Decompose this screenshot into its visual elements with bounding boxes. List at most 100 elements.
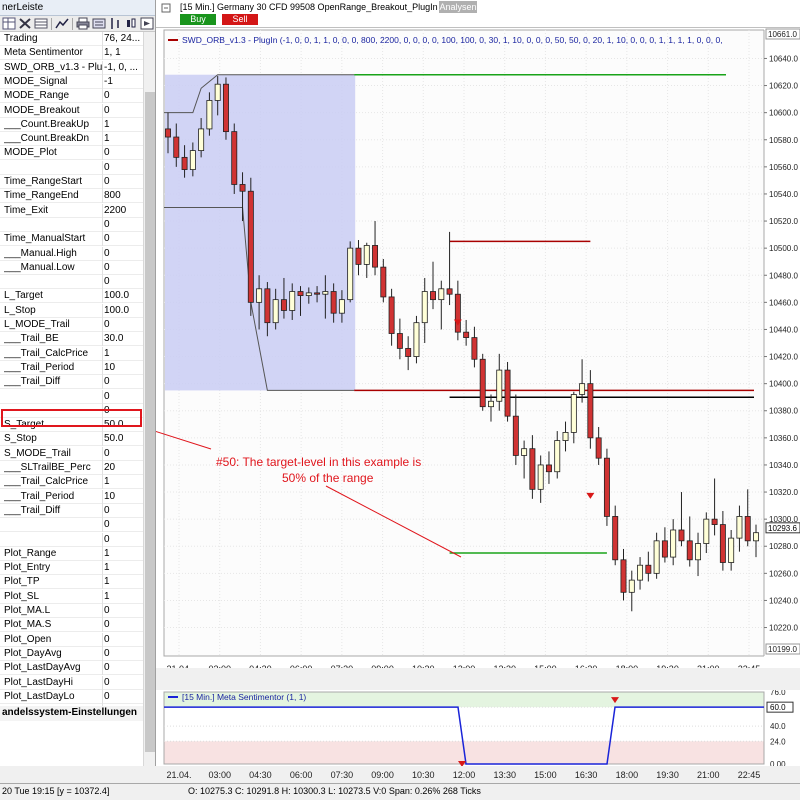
property-value[interactable]: 0: [104, 261, 110, 273]
property-value[interactable]: 0: [104, 504, 110, 516]
property-value[interactable]: 0: [104, 619, 110, 631]
property-value[interactable]: 0: [104, 276, 110, 288]
pin-icon[interactable]: [161, 3, 171, 13]
property-value[interactable]: 0: [104, 690, 110, 702]
property-value[interactable]: 0: [104, 662, 110, 674]
property-row[interactable]: L_Target 100.0: [0, 289, 143, 304]
property-value[interactable]: 0: [104, 161, 110, 173]
property-value[interactable]: -1: [104, 75, 113, 87]
candle-body[interactable]: [421, 291, 428, 324]
property-value[interactable]: 0: [104, 647, 110, 659]
candle-body[interactable]: [430, 291, 436, 301]
candle-body[interactable]: [438, 288, 445, 301]
property-value[interactable]: 10: [104, 490, 116, 502]
property-row[interactable]: SWD_ORB_v1.3 - Plu... -1, 0, ...: [0, 60, 143, 75]
property-value[interactable]: 1: [104, 347, 110, 359]
property-row[interactable]: Plot_Entry 1: [0, 561, 143, 576]
candle-body[interactable]: [620, 559, 627, 593]
property-row[interactable]: Meta Sentimentor 1, 1: [0, 46, 143, 61]
candle-body[interactable]: [711, 518, 718, 525]
candle-body[interactable]: [289, 291, 296, 311]
property-value[interactable]: 0: [104, 233, 110, 245]
property-row[interactable]: ___SLTrailBE_Perc 20: [0, 461, 143, 475]
candle-body[interactable]: [645, 564, 652, 574]
candle-body[interactable]: [280, 299, 287, 311]
candle-body[interactable]: [512, 415, 519, 456]
property-row[interactable]: L_Stop 100.0: [0, 303, 143, 318]
property-row[interactable]: Plot_LastDayHi 0: [0, 675, 143, 690]
candle-body[interactable]: [545, 464, 552, 473]
candle-body[interactable]: [272, 299, 279, 324]
candle-body[interactable]: [372, 245, 379, 268]
candle-body[interactable]: [256, 288, 263, 303]
property-value[interactable]: 20: [104, 462, 116, 473]
table-icon[interactable]: [34, 17, 48, 30]
candle-body[interactable]: [314, 292, 321, 295]
property-row[interactable]: 0: [0, 389, 143, 404]
candle-body[interactable]: [661, 540, 668, 558]
candle-body[interactable]: [388, 296, 395, 334]
candle-body[interactable]: [753, 532, 759, 542]
candle-body[interactable]: [214, 83, 221, 101]
chart-grid-icon[interactable]: [2, 17, 16, 30]
property-value[interactable]: 1: [104, 133, 110, 145]
candle-body[interactable]: [380, 266, 387, 298]
property-row[interactable]: 0: [0, 160, 143, 175]
property-value[interactable]: 0: [104, 533, 110, 545]
candle-body[interactable]: [347, 247, 354, 301]
candle-body[interactable]: [446, 288, 453, 295]
property-row[interactable]: ___Count.BreakDn 1: [0, 132, 143, 147]
property-row[interactable]: ___Manual.Low 0: [0, 260, 143, 275]
candle-body[interactable]: [471, 337, 478, 360]
candle-body[interactable]: [703, 518, 710, 544]
candle-body[interactable]: [396, 333, 403, 349]
close-icon[interactable]: [18, 17, 32, 30]
property-row[interactable]: L_MODE_Trail 0: [0, 318, 143, 332]
property-row[interactable]: ___Trail_BE 30.0: [0, 332, 143, 347]
property-value[interactable]: 0: [104, 633, 110, 645]
property-value[interactable]: 0: [104, 319, 110, 330]
candle-body[interactable]: [504, 369, 511, 417]
property-value[interactable]: -1, 0, ...: [104, 61, 138, 73]
candle-body[interactable]: [247, 190, 254, 303]
property-row[interactable]: Time_RangeStart 0: [0, 175, 143, 189]
property-value[interactable]: 1: [104, 562, 110, 574]
candle-icon[interactable]: [124, 17, 138, 30]
property-row[interactable]: MODE_Range 0: [0, 89, 143, 104]
candle-body[interactable]: [463, 331, 470, 338]
property-row[interactable]: ___Count.BreakUp 1: [0, 117, 143, 132]
property-value[interactable]: 50.0: [104, 433, 124, 445]
candle-body[interactable]: [678, 529, 685, 542]
property-value[interactable]: 10: [104, 361, 116, 373]
candle-body[interactable]: [554, 440, 561, 473]
property-row[interactable]: 0: [0, 217, 143, 232]
sell-button[interactable]: Sell: [222, 14, 258, 25]
candle-body[interactable]: [579, 383, 586, 395]
scroll-thumb[interactable]: [145, 92, 155, 752]
candle-body[interactable]: [206, 100, 213, 130]
property-row[interactable]: Plot_LastDayLo 0: [0, 689, 143, 704]
candle-body[interactable]: [595, 437, 602, 459]
property-row[interactable]: 0: [0, 275, 143, 290]
candle-body[interactable]: [537, 464, 544, 490]
panel-scrollbar[interactable]: [143, 32, 155, 766]
candle-body[interactable]: [603, 457, 610, 517]
candle-body[interactable]: [736, 516, 743, 539]
property-value[interactable]: 76, 24...: [104, 33, 141, 44]
property-row[interactable]: Plot_Range 1: [0, 546, 143, 561]
candle-body[interactable]: [189, 150, 196, 170]
property-value[interactable]: 0: [104, 176, 110, 187]
expand-icon[interactable]: [140, 17, 154, 30]
property-value[interactable]: 0: [104, 147, 110, 159]
property-value[interactable]: 0: [104, 90, 110, 102]
property-row[interactable]: Plot_DayAvg 0: [0, 646, 143, 661]
property-value[interactable]: 1, 1: [104, 47, 121, 59]
property-value[interactable]: 100.0: [104, 290, 130, 302]
candle-body[interactable]: [488, 400, 494, 408]
candle-body[interactable]: [612, 516, 619, 561]
property-row[interactable]: Plot_LastDayAvg 0: [0, 661, 143, 676]
candle-body[interactable]: [239, 184, 246, 192]
property-value[interactable]: 0: [104, 605, 110, 616]
candle-body[interactable]: [355, 247, 362, 265]
candle-body[interactable]: [405, 348, 412, 357]
